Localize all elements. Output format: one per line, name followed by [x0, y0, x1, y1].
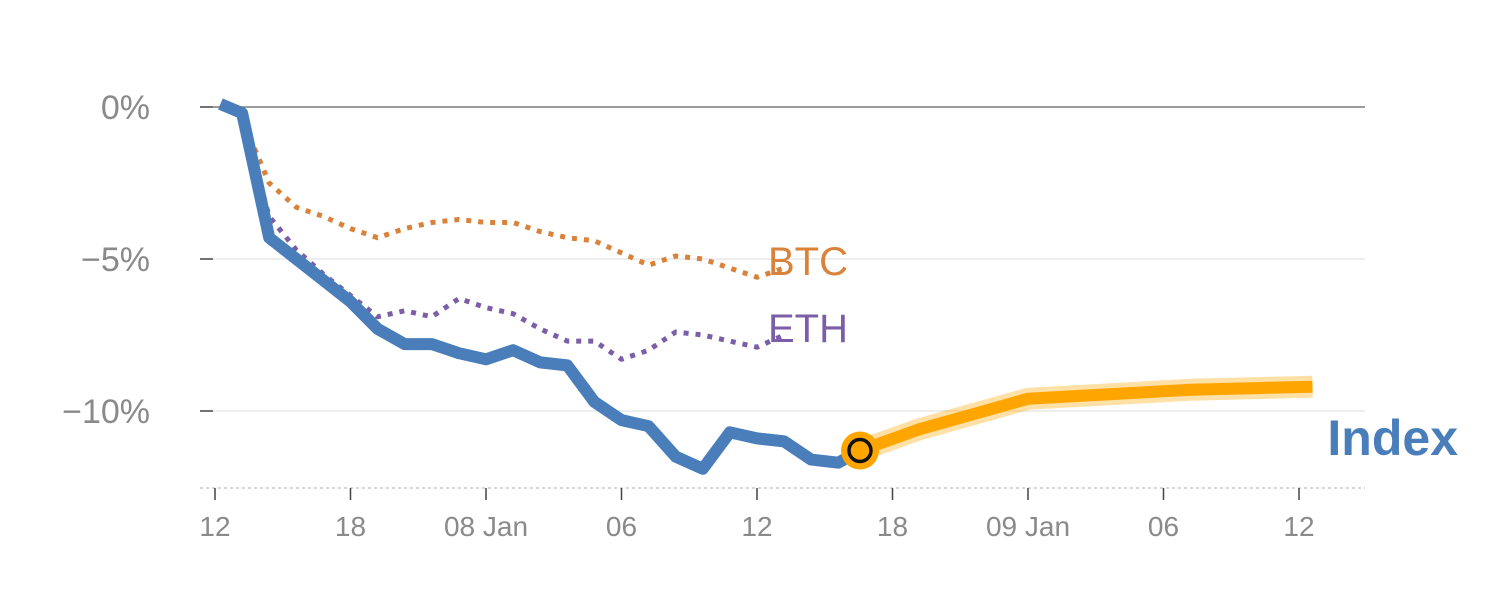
- current-value-marker: [840, 431, 879, 470]
- y-tick-label: −10%: [62, 393, 150, 431]
- x-tick-label: 06: [606, 511, 637, 542]
- x-tick-label: 09 Jan: [986, 511, 1070, 542]
- x-tick-label: 08 Jan: [444, 511, 528, 542]
- y-tick-label: −5%: [81, 241, 150, 279]
- series-line-eth: [227, 107, 786, 362]
- series-line-index-forecast: [857, 380, 1313, 457]
- current-value-marker-ring: [847, 437, 873, 464]
- y-axis: 0% −5% −10%: [62, 89, 213, 431]
- series-labels: Index BTC ETH: [768, 240, 1458, 466]
- x-tick-label: 12: [199, 511, 230, 542]
- series-line-index: [218, 98, 863, 475]
- x-tick-label: 12: [741, 511, 772, 542]
- x-tick-label: 12: [1283, 511, 1314, 542]
- grid-lines: [213, 106, 1365, 412]
- series-label-btc: BTC: [768, 240, 848, 284]
- x-axis: 12 18 08 Jan 06 12 18 09 Jan 06 12: [199, 487, 1365, 542]
- x-tick-label: 18: [877, 511, 908, 542]
- y-tick-label: 0%: [101, 89, 150, 127]
- series-line-btc: [227, 107, 785, 280]
- series-label-index: Index: [1327, 410, 1458, 466]
- x-tick-label: 18: [335, 511, 366, 542]
- series-label-eth: ETH: [768, 307, 848, 351]
- x-tick-label: 06: [1148, 511, 1179, 542]
- series-layer: [218, 98, 1313, 475]
